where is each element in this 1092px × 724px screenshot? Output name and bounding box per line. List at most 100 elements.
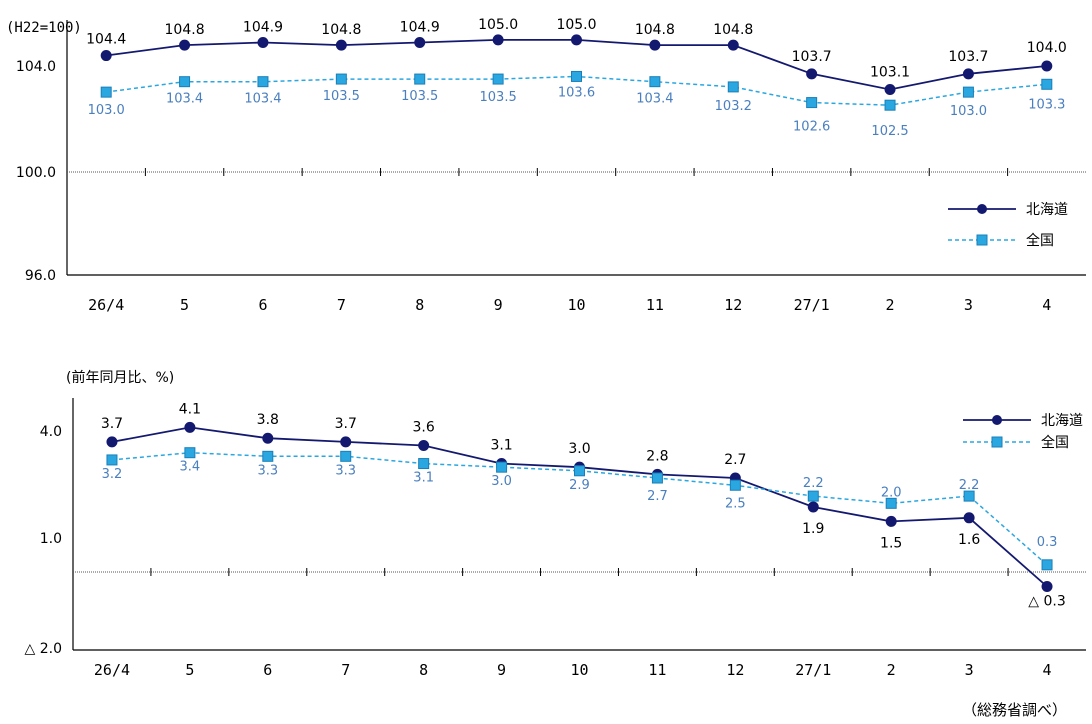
chart1-data-label-national: 103.5 xyxy=(323,89,360,104)
chart2-point-hokkaido xyxy=(106,436,118,448)
chart2-data-label-national: 2.2 xyxy=(959,478,980,493)
chart1-category-label: 12 xyxy=(724,296,742,314)
chart1-category-label: 2 xyxy=(886,296,895,314)
chart2-data-label-national: 3.4 xyxy=(180,460,201,475)
chart1-point-hokkaido xyxy=(884,84,896,96)
chart2-legend-marker xyxy=(992,415,1002,425)
chart2-category-label: 12 xyxy=(726,661,744,679)
chart2-legend-marker xyxy=(991,436,1003,448)
chart2-data-label-national: 2.7 xyxy=(647,489,668,504)
chart1-point-national xyxy=(727,81,739,93)
chart2-data-label-national: 2.0 xyxy=(881,485,902,500)
chart2-unit-label: (前年同月比、%) xyxy=(66,370,175,386)
chart2-point-hokkaido xyxy=(418,439,430,451)
chart1-data-label-national: 102.6 xyxy=(793,120,830,135)
chart2-point-hokkaido xyxy=(184,421,196,433)
chart2-data-label-national: 3.2 xyxy=(102,467,123,482)
chart1-point-national xyxy=(884,99,896,111)
chart1-point-national xyxy=(649,76,661,88)
chart1-data-label-hokkaido: 104.4 xyxy=(86,32,126,48)
chart1-point-hokkaido xyxy=(414,36,426,48)
chart2-point-national xyxy=(729,479,741,491)
chart1-data-label-hokkaido: 103.7 xyxy=(948,49,988,65)
chart2-data-label-hokkaido: 3.6 xyxy=(413,419,435,435)
chart2-point-hokkaido xyxy=(885,515,897,527)
chart2-point-national xyxy=(1041,559,1053,571)
chart2-ytick-label: △ 2.0 xyxy=(25,641,62,657)
chart2-data-label-hokkaido: 3.1 xyxy=(490,438,512,454)
chart2-data-label-hokkaido: 2.7 xyxy=(724,452,746,468)
chart2-point-national xyxy=(574,465,585,477)
chart2-point-national xyxy=(963,490,975,502)
chart1-category-label: 26/4 xyxy=(88,296,124,314)
chart2-point-national xyxy=(496,461,508,473)
chart1-data-label-national: 103.5 xyxy=(480,90,517,105)
chart1-data-label-national: 103.0 xyxy=(88,103,125,118)
chart2-point-hokkaido xyxy=(262,432,274,444)
chart1-point-hokkaido xyxy=(179,39,191,51)
chart1-category-label: 10 xyxy=(567,296,585,314)
chart1-data-label-national: 103.4 xyxy=(244,92,281,107)
chart2-point-national xyxy=(885,497,897,509)
chart1-point-national xyxy=(100,86,112,98)
chart1-data-label-national: 102.5 xyxy=(871,124,908,139)
chart1-data-label-national: 103.2 xyxy=(715,99,752,114)
chart2-data-label-national: 3.3 xyxy=(257,463,278,478)
chart1-ytick-label: 104.0 xyxy=(16,59,56,75)
chart1-point-national xyxy=(962,86,974,98)
chart1-category-label: 5 xyxy=(180,296,189,314)
chart2-data-label-national: 2.9 xyxy=(569,478,590,493)
chart2-ytick-label: 4.0 xyxy=(40,424,62,440)
chart2-point-national xyxy=(340,450,352,462)
chart2-category-label: 3 xyxy=(965,661,974,679)
chart1-data-label-national: 103.4 xyxy=(636,92,673,107)
chart2-point-national xyxy=(807,490,819,502)
chart1-legend-marker xyxy=(977,204,987,214)
chart2-data-label-hokkaido: △ 0.3 xyxy=(1028,594,1065,610)
chart1-data-label-national: 103.3 xyxy=(1028,97,1065,112)
chart1-category-label: 7 xyxy=(337,296,346,314)
chart1-point-hokkaido xyxy=(257,36,269,48)
chart1-legend-label: 全国 xyxy=(1026,232,1054,249)
chart2-category-label: 10 xyxy=(570,661,588,679)
chart1-data-label-national: 103.4 xyxy=(166,92,203,107)
chart2-data-label-hokkaido: 3.8 xyxy=(257,412,279,428)
chart1-category-label: 8 xyxy=(415,296,424,314)
chart2-ytick-label: 1.0 xyxy=(40,531,62,547)
chart2-point-national xyxy=(651,472,663,484)
chart1-category-label: 3 xyxy=(964,296,973,314)
chart1-data-label-hokkaido: 104.8 xyxy=(165,22,205,38)
chart1-data-label-hokkaido: 105.0 xyxy=(478,17,518,33)
chart1-legend-marker xyxy=(976,234,988,246)
chart1-unit-label: (H22=100) xyxy=(6,20,82,36)
chart1-category-label: 27/1 xyxy=(794,296,830,314)
chart1-data-label-hokkaido: 103.7 xyxy=(792,49,832,65)
chart1-point-national xyxy=(571,70,582,82)
chart1-point-national xyxy=(1041,78,1053,90)
chart1-point-national xyxy=(257,76,269,88)
chart2-category-label: 2 xyxy=(887,661,896,679)
chart2-data-label-hokkaido: 2.8 xyxy=(646,448,668,464)
chart1-point-national xyxy=(806,97,818,109)
chart1-data-label-hokkaido: 105.0 xyxy=(556,17,596,33)
chart2-point-hokkaido xyxy=(1041,581,1053,593)
chart2-point-national xyxy=(106,454,118,466)
chart2-category-label: 6 xyxy=(263,661,272,679)
chart2-category-label: 4 xyxy=(1043,661,1052,679)
chart1-point-hokkaido xyxy=(962,68,974,80)
chart2-data-label-hokkaido: 3.7 xyxy=(335,416,357,432)
chart1-category-label: 11 xyxy=(646,296,664,314)
chart2-data-label-hokkaido: 1.5 xyxy=(880,535,902,551)
chart2-point-national xyxy=(184,447,196,459)
chart2-category-label: 7 xyxy=(341,661,350,679)
chart1-data-label-hokkaido: 104.8 xyxy=(713,22,753,38)
chart2-legend-label: 全国 xyxy=(1041,434,1069,451)
chart1-data-label-hokkaido: 104.8 xyxy=(321,22,361,38)
chart1-data-label-hokkaido: 104.9 xyxy=(400,19,440,35)
chart1-point-hokkaido xyxy=(571,34,582,46)
chart2-category-label: 8 xyxy=(419,661,428,679)
chart1-point-hokkaido xyxy=(492,34,504,46)
chart1-data-label-hokkaido: 104.8 xyxy=(635,22,675,38)
chart2-data-label-national: 3.3 xyxy=(335,463,356,478)
